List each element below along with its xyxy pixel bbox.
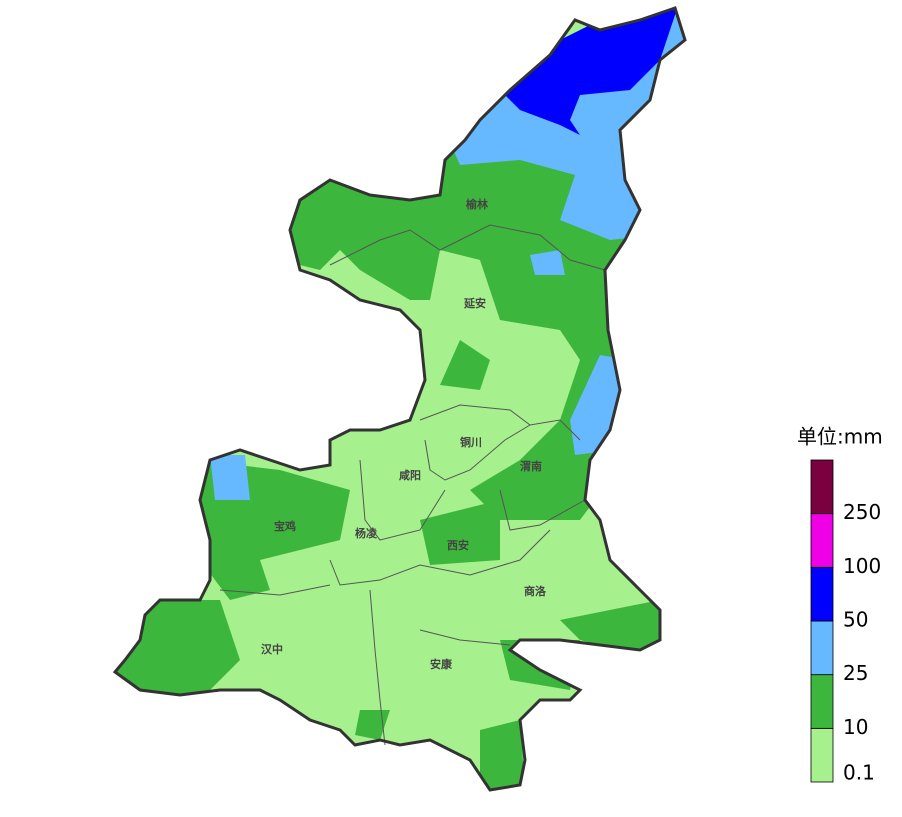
legend-label: 100 <box>843 554 881 578</box>
border <box>329 224 606 271</box>
city-label: 宝鸡 <box>274 519 296 533</box>
legend-swatch <box>810 674 834 729</box>
city-label: 渭南 <box>520 459 542 473</box>
county-borders <box>219 224 606 746</box>
border <box>329 529 551 586</box>
legend-swatch <box>810 513 834 568</box>
border <box>369 589 386 746</box>
legend-title: 单位:mm <box>797 425 883 449</box>
legend-label: 0.1 <box>843 761 875 785</box>
border <box>359 459 446 541</box>
city-label: 铜川 <box>459 435 482 449</box>
legend-label: 250 <box>843 500 881 524</box>
city-label: 榆林 <box>466 197 488 211</box>
legend-label: 50 <box>843 608 868 632</box>
rain-very-heavy <box>500 8 680 135</box>
legend-label: 10 <box>843 715 868 739</box>
legend-label: 25 <box>843 661 868 685</box>
city-label: 杨凌 <box>355 526 378 540</box>
city-label: 西安 <box>447 538 469 552</box>
border <box>419 404 581 441</box>
rain-moderate <box>115 140 660 790</box>
city-label: 商洛 <box>524 584 547 598</box>
city-label: 延安 <box>463 296 486 310</box>
rain-heavy <box>210 8 685 500</box>
border <box>419 629 511 646</box>
legend: 单位:mm 0.1 10 25 50 100 250 <box>797 425 883 785</box>
legend-swatch <box>810 620 834 676</box>
city-label: 咸阳 <box>399 468 421 482</box>
border <box>424 424 531 481</box>
legend-swatch <box>810 566 834 622</box>
border <box>219 584 331 596</box>
city-label: 安康 <box>430 657 453 671</box>
city-label: 汉中 <box>261 642 283 656</box>
legend-swatch <box>810 727 834 783</box>
border <box>499 489 586 531</box>
legend-swatch <box>810 459 834 515</box>
